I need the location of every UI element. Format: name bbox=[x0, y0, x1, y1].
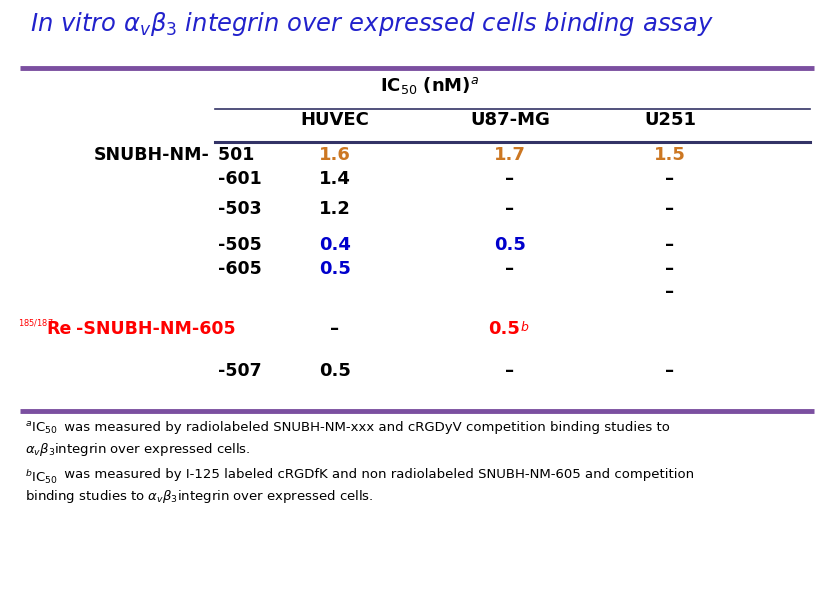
Text: -SNUBH-NM-605: -SNUBH-NM-605 bbox=[70, 320, 236, 338]
Text: 1.6: 1.6 bbox=[319, 146, 351, 164]
Text: 0.5: 0.5 bbox=[319, 260, 351, 278]
Text: 0.5: 0.5 bbox=[488, 320, 520, 338]
Text: –: – bbox=[666, 236, 675, 254]
Text: 0.4: 0.4 bbox=[319, 236, 351, 254]
Text: $\alpha_v\beta_3$integrin over expressed cells.: $\alpha_v\beta_3$integrin over expressed… bbox=[25, 441, 251, 458]
Text: 1.7: 1.7 bbox=[494, 146, 526, 164]
Text: –: – bbox=[666, 200, 675, 218]
Text: –: – bbox=[666, 260, 675, 278]
Text: -505: -505 bbox=[219, 236, 262, 254]
Text: was measured by I-125 labeled cRGDfK and non radiolabeled SNUBH-NM-605 and compe: was measured by I-125 labeled cRGDfK and… bbox=[60, 468, 694, 481]
Text: SNUBH-NM-: SNUBH-NM- bbox=[94, 146, 210, 164]
Text: U251: U251 bbox=[644, 111, 696, 129]
Text: 1.4: 1.4 bbox=[319, 170, 351, 188]
Text: -601: -601 bbox=[219, 170, 262, 188]
Text: $\it{b}$: $\it{b}$ bbox=[520, 320, 530, 334]
Text: 1.5: 1.5 bbox=[654, 146, 686, 164]
Text: -503: -503 bbox=[219, 200, 262, 218]
Text: binding studies to $\alpha_v\beta_3$integrin over expressed cells.: binding studies to $\alpha_v\beta_3$inte… bbox=[25, 488, 374, 505]
Text: -605: -605 bbox=[219, 260, 262, 278]
Text: 0.5: 0.5 bbox=[319, 362, 351, 380]
Text: –: – bbox=[666, 283, 675, 301]
Text: $\bf{\it{In\ vitro}}$ $\bf{\it{\alpha_v\beta_3}}$ $\bf{\it{integrin\ over\ expre: $\bf{\it{In\ vitro}}$ $\bf{\it{\alpha_v\… bbox=[30, 10, 714, 38]
Text: –: – bbox=[505, 200, 515, 218]
Text: $^b$IC$_{50}$: $^b$IC$_{50}$ bbox=[25, 468, 58, 486]
Text: –: – bbox=[505, 170, 515, 188]
Text: 0.5: 0.5 bbox=[494, 236, 526, 254]
Text: –: – bbox=[330, 320, 339, 338]
Text: –: – bbox=[666, 170, 675, 188]
Text: -507: -507 bbox=[219, 362, 262, 380]
Text: $^{185/187}$: $^{185/187}$ bbox=[18, 320, 53, 333]
Text: U87-MG: U87-MG bbox=[470, 111, 550, 129]
Text: –: – bbox=[666, 362, 675, 380]
Text: 1.2: 1.2 bbox=[319, 200, 351, 218]
Text: IC$_{50}$ (nM)$^a$: IC$_{50}$ (nM)$^a$ bbox=[380, 75, 480, 96]
Text: Re: Re bbox=[46, 320, 72, 338]
Text: was measured by radiolabeled SNUBH-NM-xxx and cRGDyV competition binding studies: was measured by radiolabeled SNUBH-NM-xx… bbox=[60, 421, 670, 434]
Text: 501: 501 bbox=[212, 146, 254, 164]
Text: –: – bbox=[505, 260, 515, 278]
Text: $^a$IC$_{50}$: $^a$IC$_{50}$ bbox=[25, 421, 58, 437]
Text: HUVEC: HUVEC bbox=[300, 111, 369, 129]
Text: –: – bbox=[505, 362, 515, 380]
